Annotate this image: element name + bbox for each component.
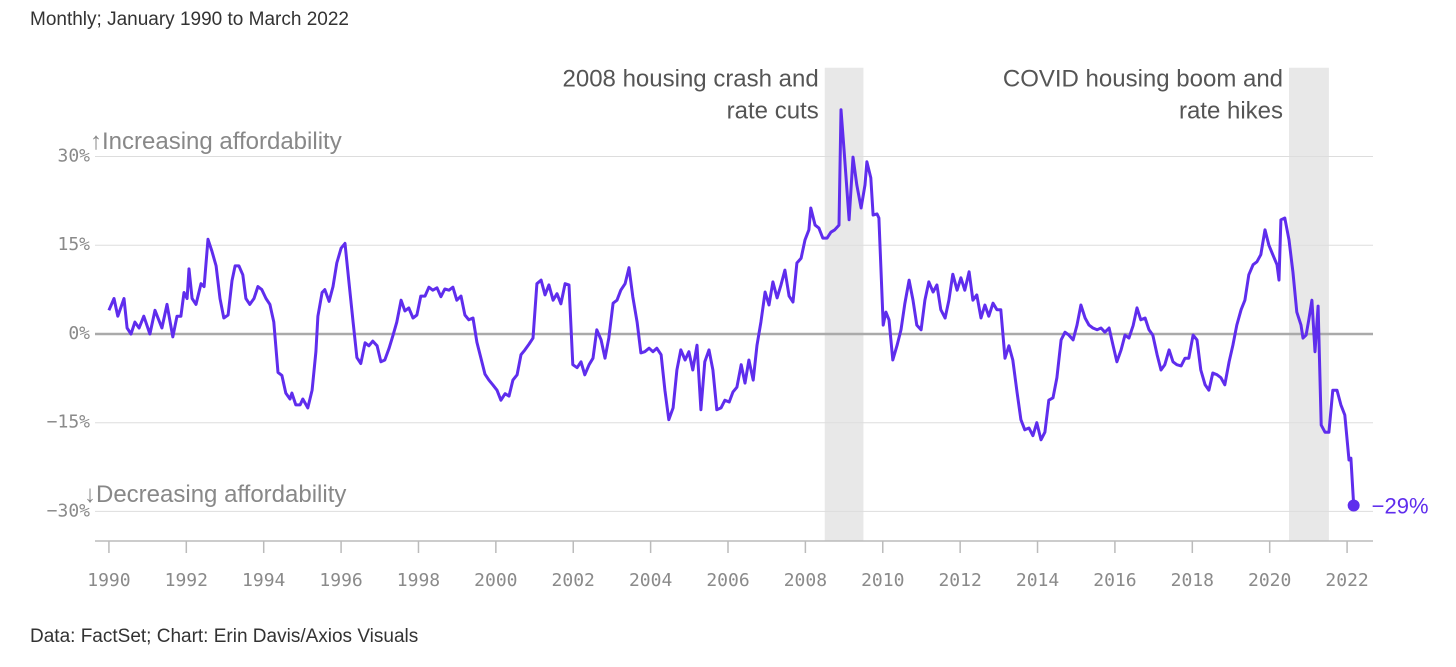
period-label: rate hikes — [1179, 97, 1283, 124]
y-tick-label: 15% — [57, 234, 90, 255]
y-top-label: ↑Increasing affordability — [90, 128, 342, 155]
x-tick-label: 1990 — [87, 570, 130, 591]
y-tick-label: −30% — [47, 500, 91, 521]
subtitle: Monthly; January 1990 to March 2022 — [30, 9, 349, 30]
y-tick-label: 0% — [68, 323, 90, 344]
x-tick-label: 2000 — [474, 570, 517, 591]
x-tick-label: 2014 — [1016, 570, 1059, 591]
x-tick-label: 2020 — [1248, 570, 1291, 591]
x-tick-label: 2004 — [629, 570, 672, 591]
x-tick-label: 2022 — [1325, 570, 1368, 591]
x-tick-label: 1992 — [165, 570, 208, 591]
x-tick-label: 2012 — [938, 570, 981, 591]
period-label: rate cuts — [727, 97, 819, 124]
source: Data: FactSet; Chart: Erin Davis/Axios V… — [30, 626, 418, 647]
x-tick-label: 2002 — [552, 570, 595, 591]
y-bottom-label: ↓Decreasing affordability — [84, 481, 346, 508]
x-tick-label: 2010 — [861, 570, 904, 591]
x-tick-label: 2016 — [1093, 570, 1136, 591]
x-tick-label: 1994 — [242, 570, 285, 591]
x-tick-label: 2018 — [1171, 570, 1214, 591]
period-label: COVID housing boom and — [1003, 65, 1283, 92]
data-line — [107, 108, 1356, 506]
x-tick-label: 2006 — [706, 570, 749, 591]
end-point — [1347, 499, 1360, 512]
y-tick-label: 30% — [57, 145, 90, 166]
y-tick-label: −15% — [47, 412, 91, 433]
x-tick-label: 1996 — [319, 570, 362, 591]
period-label: 2008 housing crash and — [563, 65, 819, 92]
x-tick-label: 2008 — [784, 570, 827, 591]
end-label: −29% — [1372, 493, 1429, 518]
x-tick-label: 1998 — [397, 570, 440, 591]
